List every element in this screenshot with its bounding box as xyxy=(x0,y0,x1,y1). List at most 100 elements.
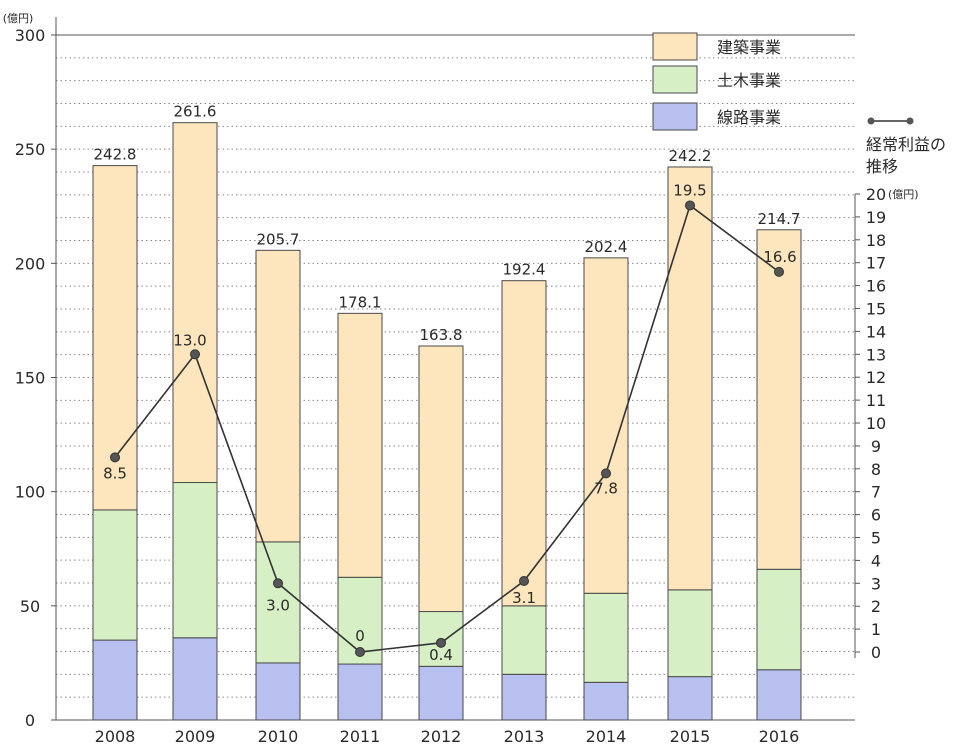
right-tick-label: 11 xyxy=(866,391,886,410)
profit-point xyxy=(273,578,283,589)
profit-value-label: 0.4 xyxy=(429,646,453,664)
bar-segment xyxy=(501,280,547,607)
bar-total-label: 192.4 xyxy=(503,261,546,279)
legend-swatch xyxy=(652,32,698,61)
right-tick-label: 8 xyxy=(871,460,881,479)
right-tick-label: 7 xyxy=(871,483,881,502)
legend-swatch xyxy=(652,102,698,131)
bar-total-label: 242.2 xyxy=(669,147,712,165)
right-tick-label: 4 xyxy=(871,551,881,570)
bar-segment xyxy=(501,605,547,675)
profit-point xyxy=(190,349,200,360)
line-legend-dot xyxy=(906,117,914,125)
bar-segment xyxy=(667,166,713,591)
x-tick-label: 2008 xyxy=(95,727,136,746)
bar-segment xyxy=(583,681,629,721)
x-tick-label: 2015 xyxy=(670,727,711,746)
bar-segment xyxy=(756,568,802,671)
bar-total-label: 242.8 xyxy=(94,146,137,164)
profit-point xyxy=(110,452,120,463)
right-tick-label: 1 xyxy=(871,620,881,639)
right-tick-label: 6 xyxy=(871,506,881,525)
left-tick-label: 200 xyxy=(15,254,46,273)
profit-value-label: 16.6 xyxy=(763,248,796,266)
bar-segment xyxy=(255,662,301,721)
bar-segment xyxy=(92,639,138,721)
bar-segment xyxy=(172,482,218,639)
right-tick-label: 2 xyxy=(871,597,881,616)
bar-segment xyxy=(418,345,464,613)
bar-segment xyxy=(255,249,301,543)
profit-value-label: 3.0 xyxy=(266,596,290,614)
right-tick-label: 10 xyxy=(866,414,886,433)
left-axis-unit: (億円) xyxy=(3,12,34,25)
legend-label: 土木事業 xyxy=(717,71,781,90)
right-tick-label: 14 xyxy=(866,322,886,341)
line-legend-label: 経常利益の xyxy=(866,135,946,154)
bar-total-label: 178.1 xyxy=(339,293,382,311)
x-tick-label: 2016 xyxy=(759,727,800,746)
profit-point xyxy=(355,647,365,657)
left-tick-label: 100 xyxy=(15,483,46,502)
profit-point xyxy=(774,266,784,277)
x-tick-label: 2012 xyxy=(421,727,462,746)
profit-value-label: 0 xyxy=(355,627,365,645)
x-tick-label: 2009 xyxy=(175,727,216,746)
line-legend-dot xyxy=(867,117,875,125)
bar-segment xyxy=(667,589,713,678)
bar-total-label: 163.8 xyxy=(420,326,463,344)
bar-total-label: 261.6 xyxy=(174,103,217,121)
legend-label: 線路事業 xyxy=(717,108,781,127)
left-tick-label: 50 xyxy=(20,597,40,616)
right-tick-label: 0 xyxy=(871,643,881,662)
x-tick-label: 2013 xyxy=(504,727,545,746)
profit-point xyxy=(436,637,446,648)
bar-segment xyxy=(172,122,218,484)
bar-segment xyxy=(337,312,383,578)
bar-segment xyxy=(337,663,383,721)
bar-segment xyxy=(583,592,629,683)
legend-label: 建築事業 xyxy=(717,38,781,57)
profit-value-label: 13.0 xyxy=(173,331,206,349)
right-tick-label: 5 xyxy=(871,529,881,548)
profit-value-label: 7.8 xyxy=(594,479,618,497)
left-tick-label: 150 xyxy=(15,369,46,388)
bar-segment xyxy=(756,669,802,721)
right-tick-label: 9 xyxy=(871,437,881,456)
left-tick-label: 250 xyxy=(15,140,46,159)
left-tick-label: 300 xyxy=(15,26,46,45)
bar-total-label: 214.7 xyxy=(758,210,801,228)
right-axis-unit: (億円) xyxy=(888,188,919,201)
right-tick-label: 13 xyxy=(866,345,886,364)
right-tick-label: 3 xyxy=(871,574,881,593)
right-tick-label: 20 xyxy=(866,185,886,204)
bar-segment xyxy=(172,637,218,721)
right-tick-label: 12 xyxy=(866,368,886,387)
bar-segment xyxy=(92,509,138,641)
right-tick-label: 18 xyxy=(866,231,886,250)
bar-segment xyxy=(501,673,547,721)
line-legend-label: 推移 xyxy=(866,157,898,176)
profit-point xyxy=(685,200,695,211)
bar-segment xyxy=(255,541,301,664)
bar-total-label: 205.7 xyxy=(257,230,300,248)
bar-segment xyxy=(667,676,713,721)
profit-value-label: 8.5 xyxy=(103,464,127,482)
profit-point xyxy=(601,468,611,479)
x-tick-label: 2011 xyxy=(340,727,381,746)
bar-segment xyxy=(756,229,802,570)
x-tick-label: 2010 xyxy=(258,727,299,746)
left-tick-label: 0 xyxy=(25,711,35,730)
profit-value-label: 19.5 xyxy=(673,181,706,199)
right-tick-label: 16 xyxy=(866,277,886,296)
right-tick-label: 17 xyxy=(866,254,886,273)
bar-segment xyxy=(418,665,464,721)
legend-swatch xyxy=(652,65,698,94)
bar-total-label: 202.4 xyxy=(585,238,628,256)
profit-value-label: 3.1 xyxy=(512,589,536,607)
right-tick-label: 15 xyxy=(866,300,886,319)
profit-point xyxy=(519,576,529,587)
right-tick-label: 19 xyxy=(866,208,886,227)
x-tick-label: 2014 xyxy=(586,727,627,746)
